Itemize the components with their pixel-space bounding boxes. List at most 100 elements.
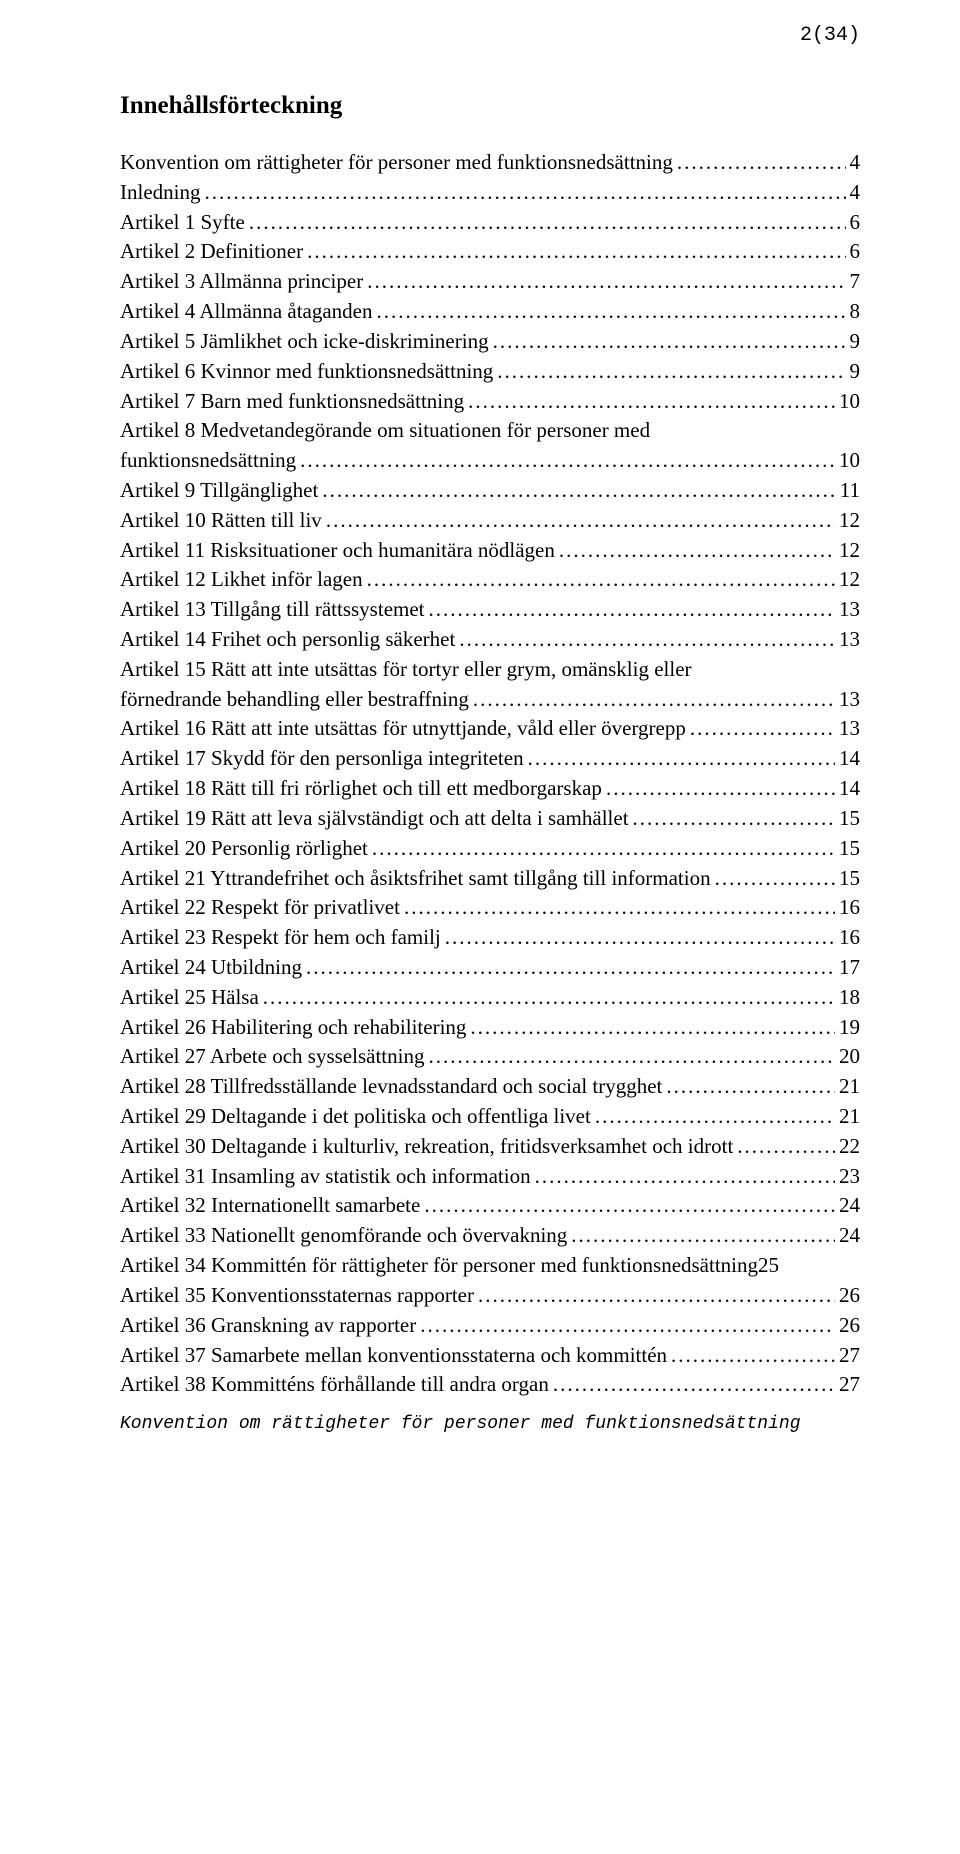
toc-entry-title: Konvention om rättigheter för personer m… xyxy=(120,148,673,178)
toc-entry-row: Artikel 37 Samarbete mellan konventionss… xyxy=(120,1341,860,1371)
toc-entry-title: Artikel 10 Rätten till liv xyxy=(120,506,322,536)
toc-entry[interactable]: Artikel 1 Syfte.........................… xyxy=(120,208,860,238)
toc-entry-row: Artikel 26 Habilitering och rehabiliteri… xyxy=(120,1013,860,1043)
toc-entry[interactable]: Artikel 6 Kvinnor med funktionsnedsättni… xyxy=(120,357,860,387)
toc-entry[interactable]: Artikel 23 Respekt för hem och familj...… xyxy=(120,923,860,953)
toc-entry[interactable]: Artikel 38 Kommitténs förhållande till a… xyxy=(120,1370,860,1400)
toc-entry-row: Artikel 10 Rätten till liv..............… xyxy=(120,506,860,536)
toc-entry[interactable]: Artikel 2 Definitioner..................… xyxy=(120,237,860,267)
toc-entry[interactable]: Artikel 18 Rätt till fri rörlighet och t… xyxy=(120,774,860,804)
toc-entry[interactable]: Artikel 14 Frihet och personlig säkerhet… xyxy=(120,625,860,655)
toc-entry-prefix: Artikel 8 Medvetandegörande om situation… xyxy=(120,416,860,446)
toc-entry-row: Artikel 9 Tillgänglighet................… xyxy=(120,476,860,506)
toc-entry[interactable]: Artikel 17 Skydd för den personliga inte… xyxy=(120,744,860,774)
toc-leader-dots: ........................................… xyxy=(633,804,835,834)
toc-leader-dots: ........................................… xyxy=(666,1072,835,1102)
toc-entry-row: Artikel 1 Syfte.........................… xyxy=(120,208,860,238)
toc-entry[interactable]: Artikel 19 Rätt att leva självständigt o… xyxy=(120,804,860,834)
toc-entry-row: Artikel 14 Frihet och personlig säkerhet… xyxy=(120,625,860,655)
toc-entry[interactable]: Artikel 29 Deltagande i det politiska oc… xyxy=(120,1102,860,1132)
toc-entry-row: Artikel 2 Definitioner..................… xyxy=(120,237,860,267)
toc-leader-dots: ........................................… xyxy=(528,744,835,774)
page-footer: Konvention om rättigheter för personer m… xyxy=(120,1414,801,1434)
toc-entry[interactable]: Artikel 10 Rätten till liv..............… xyxy=(120,506,860,536)
toc-entry-title: Artikel 24 Utbildning xyxy=(120,953,302,983)
toc-leader-dots: ........................................… xyxy=(445,923,835,953)
toc-entry[interactable]: Artikel 12 Likhet inför lagen...........… xyxy=(120,565,860,595)
toc-entry-row: Artikel 21 Yttrandefrihet och åsiktsfrih… xyxy=(120,864,860,894)
toc-entry[interactable]: Artikel 24 Utbildning...................… xyxy=(120,953,860,983)
toc-entry[interactable]: Artikel 4 Allmänna åtaganden............… xyxy=(120,297,860,327)
toc-entry[interactable]: Artikel 26 Habilitering och rehabiliteri… xyxy=(120,1013,860,1043)
toc-entry[interactable]: Artikel 13 Tillgång till rättssystemet..… xyxy=(120,595,860,625)
toc-entry-page: 15 xyxy=(839,864,860,894)
toc-entry[interactable]: Artikel 34 Kommittén för rättigheter för… xyxy=(120,1251,860,1281)
toc-entry[interactable]: Artikel 33 Nationellt genomförande och ö… xyxy=(120,1221,860,1251)
toc-entry[interactable]: Artikel 32 Internationellt samarbete....… xyxy=(120,1191,860,1221)
toc-entry-title: Artikel 29 Deltagande i det politiska oc… xyxy=(120,1102,591,1132)
toc-entry[interactable]: Artikel 22 Respekt för privatlivet......… xyxy=(120,893,860,923)
toc-entry[interactable]: Artikel 20 Personlig rörlighet..........… xyxy=(120,834,860,864)
toc-leader-dots: ........................................… xyxy=(559,536,835,566)
toc-entry-row: Artikel 31 Insamling av statistik och in… xyxy=(120,1162,860,1192)
document-page: 2(34) Innehållsförteckning Konvention om… xyxy=(0,0,960,1460)
toc-leader-dots: ........................................… xyxy=(497,357,845,387)
toc-entry[interactable]: Artikel 15 Rätt att inte utsättas för to… xyxy=(120,655,860,715)
toc-leader-dots: ........................................… xyxy=(204,178,845,208)
toc-entry-page: 4 xyxy=(850,178,861,208)
toc-entry-row: Artikel 13 Tillgång till rättssystemet..… xyxy=(120,595,860,625)
toc-entry-row: Artikel 36 Granskning av rapporter......… xyxy=(120,1311,860,1341)
toc-leader-dots: ........................................… xyxy=(428,1042,835,1072)
toc-entry-title: förnedrande behandling eller bestraffnin… xyxy=(120,685,469,715)
toc-entry-title: funktionsnedsättning xyxy=(120,446,296,476)
toc-entry-title: Artikel 14 Frihet och personlig säkerhet xyxy=(120,625,455,655)
toc-entry[interactable]: Artikel 9 Tillgänglighet................… xyxy=(120,476,860,506)
toc-entry[interactable]: Artikel 16 Rätt att inte utsättas för ut… xyxy=(120,714,860,744)
toc-entry-page: 12 xyxy=(839,506,860,536)
toc-entry[interactable]: Artikel 36 Granskning av rapporter......… xyxy=(120,1311,860,1341)
toc-entry[interactable]: Artikel 35 Konventionsstaternas rapporte… xyxy=(120,1281,860,1311)
toc-entry-title: Artikel 25 Hälsa xyxy=(120,983,259,1013)
toc-entry-title: Artikel 16 Rätt att inte utsättas för ut… xyxy=(120,714,686,744)
toc-entry[interactable]: Konvention om rättigheter för personer m… xyxy=(120,148,860,178)
toc-entry-title: Artikel 6 Kvinnor med funktionsnedsättni… xyxy=(120,357,493,387)
toc-entry[interactable]: Inledning...............................… xyxy=(120,178,860,208)
toc-entry[interactable]: Artikel 27 Arbete och sysselsättning....… xyxy=(120,1042,860,1072)
toc-entry-title: Artikel 7 Barn med funktionsnedsättning xyxy=(120,387,464,417)
toc-entry[interactable]: Artikel 37 Samarbete mellan konventionss… xyxy=(120,1341,860,1371)
toc-entry-title: Artikel 17 Skydd för den personliga inte… xyxy=(120,744,524,774)
toc-entry-row: Artikel 38 Kommitténs förhållande till a… xyxy=(120,1370,860,1400)
toc-entry-page: 26 xyxy=(839,1311,860,1341)
toc-entry-title: Artikel 9 Tillgänglighet xyxy=(120,476,318,506)
toc-entry-page: 15 xyxy=(839,804,860,834)
toc-entry-page: 10 xyxy=(839,387,860,417)
toc-entry-page: 25 xyxy=(758,1251,779,1281)
toc-entry[interactable]: Artikel 25 Hälsa........................… xyxy=(120,983,860,1013)
toc-entry-title: Artikel 33 Nationellt genomförande och ö… xyxy=(120,1221,567,1251)
toc-entry-page: 6 xyxy=(850,208,861,238)
toc-entry[interactable]: Artikel 21 Yttrandefrihet och åsiktsfrih… xyxy=(120,864,860,894)
toc-entry[interactable]: Artikel 8 Medvetandegörande om situation… xyxy=(120,416,860,476)
toc-entry[interactable]: Artikel 11 Risksituationer och humanitär… xyxy=(120,536,860,566)
toc-leader-dots: ........................................… xyxy=(429,595,836,625)
toc-entry-row: Artikel 35 Konventionsstaternas rapporte… xyxy=(120,1281,860,1311)
toc-entry[interactable]: Artikel 31 Insamling av statistik och in… xyxy=(120,1162,860,1192)
toc-entry[interactable]: Artikel 7 Barn med funktionsnedsättning.… xyxy=(120,387,860,417)
toc-entry-page: 9 xyxy=(850,327,861,357)
toc-entry-row: Artikel 5 Jämlikhet och icke-diskriminer… xyxy=(120,327,860,357)
toc-entry[interactable]: Artikel 28 Tillfredsställande levnadssta… xyxy=(120,1072,860,1102)
toc-entry-row: Artikel 33 Nationellt genomförande och ö… xyxy=(120,1221,860,1251)
toc-entry-row: Artikel 22 Respekt för privatlivet......… xyxy=(120,893,860,923)
toc-entry-title: Artikel 4 Allmänna åtaganden xyxy=(120,297,373,327)
toc-entry[interactable]: Artikel 30 Deltagande i kulturliv, rekre… xyxy=(120,1132,860,1162)
toc-entry[interactable]: Artikel 5 Jämlikhet och icke-diskriminer… xyxy=(120,327,860,357)
toc-entry-row: Inledning...............................… xyxy=(120,178,860,208)
toc-entry[interactable]: Artikel 3 Allmänna principer............… xyxy=(120,267,860,297)
toc-entry-title: Artikel 12 Likhet inför lagen xyxy=(120,565,363,595)
toc-entry-title: Artikel 19 Rätt att leva självständigt o… xyxy=(120,804,629,834)
toc-leader-dots: ........................................… xyxy=(326,506,835,536)
toc-entry-row: Artikel 27 Arbete och sysselsättning....… xyxy=(120,1042,860,1072)
toc-entry-page: 21 xyxy=(839,1102,860,1132)
toc-leader-dots: ........................................… xyxy=(424,1191,835,1221)
toc-leader-dots: ........................................… xyxy=(420,1311,835,1341)
